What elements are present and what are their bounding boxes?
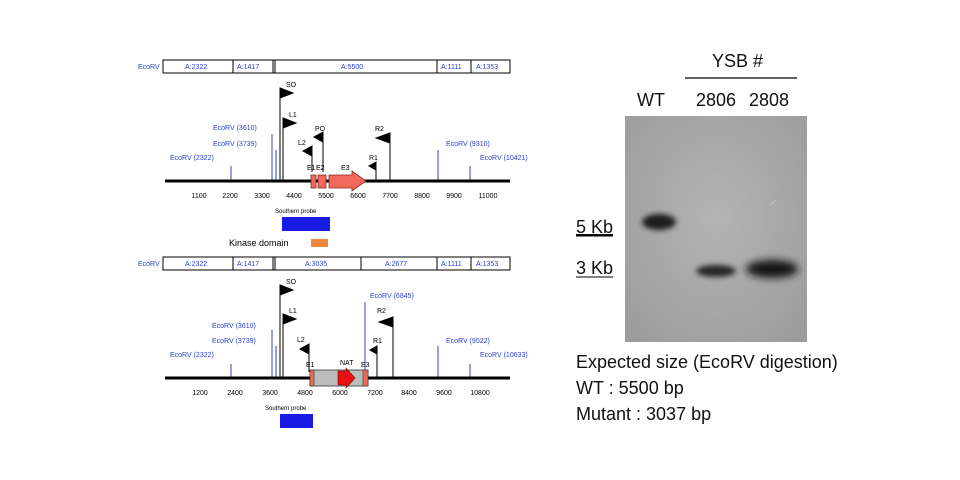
wt-tick-label: 8800 <box>414 193 430 200</box>
mut-tick-label: 1200 <box>192 390 208 397</box>
band-wt-5kb <box>642 214 676 230</box>
wt-fragment: A:2322 <box>185 64 207 71</box>
kinase-domain-label: Kinase domain <box>229 238 289 248</box>
mut-southern-probe <box>280 414 313 428</box>
wt-fragment: A:1353 <box>476 64 498 71</box>
wt-tick-label: 2200 <box>222 193 238 200</box>
notes-wt: WT : 5500 bp <box>576 378 684 398</box>
wt-tick-label: 6600 <box>350 193 366 200</box>
wt-tick-label: 7700 <box>382 193 398 200</box>
wt-tick-label: 3300 <box>254 193 270 200</box>
ysb-group-label: YSB # <box>712 51 763 71</box>
notes-mutant: Mutant : 3037 bp <box>576 404 711 424</box>
wt-exons <box>310 170 367 192</box>
mut-primer-label: R1 <box>373 338 382 345</box>
nat-arrow <box>337 367 356 389</box>
mut-fragment: A:1111 <box>441 261 462 268</box>
wt-site-label: EcoRV (2322) <box>170 155 214 162</box>
mut-tick-label: 10800 <box>470 390 490 397</box>
mut-enzyme-label: EcoRV <box>138 261 160 268</box>
wt-site-label: EcoRV (3610) <box>213 125 257 132</box>
wt-fragment-bar <box>162 59 511 74</box>
mut-primer-flags <box>279 284 394 377</box>
mut-exon-e3 <box>362 369 369 387</box>
mut-fragment: A:2677 <box>385 261 407 268</box>
wt-site-label: EcoRV (3739) <box>213 141 257 148</box>
band-2806-3kb <box>696 265 736 277</box>
blot-bands <box>642 214 798 278</box>
mut-site-label: EcoRV (2322) <box>170 352 214 359</box>
mut-site-label: EcoRV (10633) <box>480 352 528 359</box>
wt-exon-label: E2 <box>316 165 325 172</box>
mut-site-label: EcoRV (6845) <box>370 293 414 300</box>
marker-5kb: 5 Kb <box>576 217 613 237</box>
mut-exon-label: E1 <box>306 362 315 369</box>
wt-tick-label: 5500 <box>318 193 334 200</box>
lane-label-wt: WT <box>637 90 665 110</box>
wt-southern-probe <box>282 217 330 231</box>
lane-label-2808: 2808 <box>749 90 789 110</box>
nat-label: NAT <box>340 360 354 367</box>
mut-tick-label: 4800 <box>297 390 313 397</box>
wt-tick-label: 11000 <box>479 193 498 200</box>
mut-tick-label: 9600 <box>436 390 452 397</box>
wild-type-map: EcoRV A:2322 A:1417 A:5500 A:1111 A:1353… <box>138 59 528 248</box>
mut-primer-label: R2 <box>377 308 386 315</box>
wt-site-label: EcoRV (10421) <box>480 155 528 162</box>
blot-scratch <box>769 199 777 206</box>
mut-primer-label: L1 <box>289 308 297 315</box>
marker-3kb: 3 Kb <box>576 258 613 278</box>
wt-primer-label: L2 <box>298 140 306 147</box>
wt-fragment: A:1417 <box>237 64 259 71</box>
mut-site-lines <box>230 302 471 377</box>
mut-fragment: A:1417 <box>237 261 259 268</box>
wt-fragment: A:1111 <box>441 64 462 71</box>
mut-fragment: A:2322 <box>185 261 207 268</box>
notes-heading: Expected size (EcoRV digestion) <box>576 352 838 372</box>
wt-exon-label: E3 <box>341 165 350 172</box>
kinase-domain-box <box>311 239 328 247</box>
wt-exon-label: E1 <box>307 165 316 172</box>
wt-primer-label: SO <box>286 82 297 89</box>
wt-primer-label: PO <box>315 126 326 133</box>
wt-tick-label: 1100 <box>191 193 206 200</box>
mut-site-label: EcoRV (9522) <box>446 338 490 345</box>
expected-size-notes: Expected size (EcoRV digestion) WT : 550… <box>576 352 838 424</box>
mut-tick-label: 7200 <box>367 390 383 397</box>
wt-fragment: A:5500 <box>341 64 363 71</box>
wt-site-label: EcoRV (9310) <box>446 141 490 148</box>
mut-fragment: A:3035 <box>305 261 327 268</box>
wt-site-lines <box>230 134 471 180</box>
wt-primer-label: R1 <box>369 155 378 162</box>
wt-fragment-dividers <box>232 60 472 73</box>
mut-fragment: A:1353 <box>476 261 498 268</box>
southern-blot: YSB # WT 2806 2808 5 Kb 3 Kb <box>576 51 807 342</box>
lane-label-2806: 2806 <box>696 90 736 110</box>
band-2808-3kb <box>746 260 798 278</box>
wt-probe-label: Southern probe <box>275 209 317 215</box>
mut-fragment-dividers <box>232 257 472 270</box>
mut-tick-label: 3600 <box>262 390 278 397</box>
wt-tick-label: 4400 <box>286 193 302 200</box>
mut-fragment-bar <box>162 256 511 271</box>
wt-enzyme-label: EcoRV <box>138 64 160 71</box>
wt-primer-label: R2 <box>375 126 384 133</box>
mut-site-label: EcoRV (3610) <box>212 323 256 330</box>
wt-primer-flags <box>279 87 391 180</box>
mut-site-label: EcoRV (3739) <box>212 338 256 345</box>
mutant-map: EcoRV A:2322 A:1417 A:3035 A:2677 A:1111… <box>138 256 528 428</box>
wt-tick-label: 9900 <box>446 193 462 200</box>
mut-exon-e1 <box>309 369 315 387</box>
mut-tick-label: 2400 <box>227 390 243 397</box>
mut-primer-label: SO <box>286 279 297 286</box>
mut-primer-label: L2 <box>297 337 305 344</box>
mut-tick-label: 6000 <box>332 390 348 397</box>
mut-probe-label: Southern probe <box>265 406 307 412</box>
mut-exon-label: E3 <box>361 362 370 369</box>
wt-primer-label: L1 <box>289 112 297 119</box>
mut-tick-label: 8400 <box>401 390 417 397</box>
